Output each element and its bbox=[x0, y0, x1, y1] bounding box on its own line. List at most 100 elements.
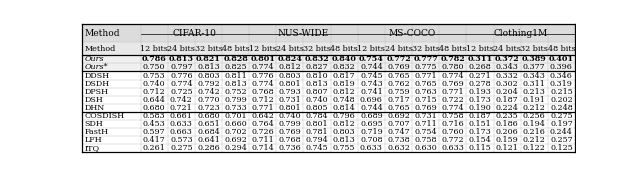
Text: 12 bits: 12 bits bbox=[140, 45, 168, 53]
Text: 0.173: 0.173 bbox=[468, 96, 492, 104]
Text: 0.801: 0.801 bbox=[306, 120, 328, 128]
Text: 0.811: 0.811 bbox=[224, 71, 247, 80]
Text: 0.762: 0.762 bbox=[387, 80, 410, 88]
Text: DHN: DHN bbox=[84, 104, 105, 112]
Text: 0.828: 0.828 bbox=[223, 55, 248, 63]
Text: 0.763: 0.763 bbox=[414, 88, 437, 96]
Text: 0.191: 0.191 bbox=[523, 96, 546, 104]
Text: FastH: FastH bbox=[84, 128, 108, 136]
Text: 0.708: 0.708 bbox=[360, 136, 383, 144]
Text: 0.764: 0.764 bbox=[252, 120, 274, 128]
Text: 0.747: 0.747 bbox=[387, 128, 410, 136]
Text: 0.740: 0.740 bbox=[306, 96, 328, 104]
Text: 0.738: 0.738 bbox=[387, 136, 410, 144]
Text: 0.121: 0.121 bbox=[496, 144, 518, 152]
Text: 0.812: 0.812 bbox=[333, 88, 356, 96]
Text: 24 bits: 24 bits bbox=[385, 45, 412, 53]
Text: 32 bits: 32 bits bbox=[520, 45, 548, 53]
Text: 0.275: 0.275 bbox=[170, 144, 193, 152]
Text: 0.311: 0.311 bbox=[467, 55, 493, 63]
Text: 0.261: 0.261 bbox=[143, 144, 166, 152]
Text: 0.311: 0.311 bbox=[523, 80, 546, 88]
Text: MS-COCO: MS-COCO bbox=[388, 29, 436, 38]
Text: 0.695: 0.695 bbox=[360, 120, 383, 128]
Text: SDH: SDH bbox=[84, 120, 103, 128]
Text: 0.684: 0.684 bbox=[197, 128, 220, 136]
Text: 0.689: 0.689 bbox=[360, 112, 383, 120]
Text: Clothing1M: Clothing1M bbox=[493, 29, 548, 38]
Text: 0.377: 0.377 bbox=[523, 63, 545, 71]
Text: 0.268: 0.268 bbox=[468, 63, 492, 71]
Text: 48 bits: 48 bits bbox=[439, 45, 467, 53]
Text: DSDH: DSDH bbox=[84, 80, 109, 88]
Text: 0.151: 0.151 bbox=[468, 120, 492, 128]
Text: 0.712: 0.712 bbox=[252, 96, 274, 104]
Text: 0.759: 0.759 bbox=[387, 88, 410, 96]
Text: 0.193: 0.193 bbox=[468, 88, 492, 96]
Text: 0.725: 0.725 bbox=[170, 88, 193, 96]
Text: 0.832: 0.832 bbox=[333, 63, 356, 71]
Text: DDSH: DDSH bbox=[84, 71, 109, 80]
Text: 0.813: 0.813 bbox=[306, 80, 328, 88]
Text: 0.726: 0.726 bbox=[252, 128, 274, 136]
Text: 0.715: 0.715 bbox=[414, 96, 437, 104]
Text: 0.711: 0.711 bbox=[414, 120, 437, 128]
Text: 0.745: 0.745 bbox=[360, 71, 383, 80]
Text: 0.641: 0.641 bbox=[197, 136, 220, 144]
Text: 0.821: 0.821 bbox=[196, 55, 221, 63]
Text: 0.760: 0.760 bbox=[442, 128, 464, 136]
Text: 0.813: 0.813 bbox=[224, 80, 247, 88]
Text: COSDISH: COSDISH bbox=[84, 112, 125, 120]
Text: 0.832: 0.832 bbox=[305, 55, 330, 63]
Text: 0.206: 0.206 bbox=[496, 128, 518, 136]
Text: 0.736: 0.736 bbox=[278, 144, 301, 152]
Text: 0.793: 0.793 bbox=[278, 88, 301, 96]
Text: 0.302: 0.302 bbox=[496, 80, 518, 88]
Text: 0.275: 0.275 bbox=[550, 112, 573, 120]
Text: 0.633: 0.633 bbox=[442, 144, 464, 152]
Text: 0.803: 0.803 bbox=[278, 71, 301, 80]
Text: 0.777: 0.777 bbox=[413, 55, 438, 63]
Text: 0.768: 0.768 bbox=[252, 88, 274, 96]
Text: 0.731: 0.731 bbox=[278, 96, 301, 104]
Text: 0.755: 0.755 bbox=[333, 144, 355, 152]
Text: CIFAR-10: CIFAR-10 bbox=[173, 29, 217, 38]
Text: 0.801: 0.801 bbox=[250, 55, 275, 63]
Text: 0.771: 0.771 bbox=[414, 71, 437, 80]
Text: 0.801: 0.801 bbox=[278, 104, 301, 112]
Text: 0.187: 0.187 bbox=[468, 112, 492, 120]
Text: 0.721: 0.721 bbox=[170, 104, 193, 112]
Text: 0.733: 0.733 bbox=[224, 104, 247, 112]
Text: 0.792: 0.792 bbox=[197, 80, 220, 88]
Text: 0.661: 0.661 bbox=[170, 112, 193, 120]
Text: 0.286: 0.286 bbox=[197, 144, 220, 152]
Text: 0.224: 0.224 bbox=[496, 104, 518, 112]
Text: 0.372: 0.372 bbox=[495, 55, 520, 63]
Text: DPSH: DPSH bbox=[84, 88, 108, 96]
Text: 0.797: 0.797 bbox=[170, 63, 193, 71]
Text: 0.731: 0.731 bbox=[414, 112, 437, 120]
Text: 0.660: 0.660 bbox=[224, 120, 247, 128]
Text: 0.807: 0.807 bbox=[306, 88, 328, 96]
Text: 0.769: 0.769 bbox=[387, 63, 410, 71]
Text: 0.813: 0.813 bbox=[197, 63, 220, 71]
Text: 0.814: 0.814 bbox=[333, 104, 356, 112]
Text: 48 bits: 48 bits bbox=[221, 45, 250, 53]
Text: 0.343: 0.343 bbox=[523, 71, 546, 80]
Text: 0.216: 0.216 bbox=[523, 128, 546, 136]
Text: 0.780: 0.780 bbox=[442, 63, 464, 71]
Text: 0.813: 0.813 bbox=[333, 136, 356, 144]
Text: 0.803: 0.803 bbox=[333, 128, 356, 136]
Text: 32 bits: 32 bits bbox=[412, 45, 440, 53]
Text: 0.827: 0.827 bbox=[306, 63, 328, 71]
Text: NUS-WIDE: NUS-WIDE bbox=[278, 29, 329, 38]
Text: 0.744: 0.744 bbox=[360, 63, 383, 71]
Text: 0.772: 0.772 bbox=[442, 136, 464, 144]
Text: LFH: LFH bbox=[84, 136, 102, 144]
Text: 0.742: 0.742 bbox=[170, 96, 193, 104]
Text: 0.711: 0.711 bbox=[252, 136, 274, 144]
Text: 0.754: 0.754 bbox=[359, 55, 384, 63]
Text: 0.343: 0.343 bbox=[496, 63, 518, 71]
Text: 0.758: 0.758 bbox=[442, 112, 464, 120]
Text: 0.213: 0.213 bbox=[523, 88, 546, 96]
